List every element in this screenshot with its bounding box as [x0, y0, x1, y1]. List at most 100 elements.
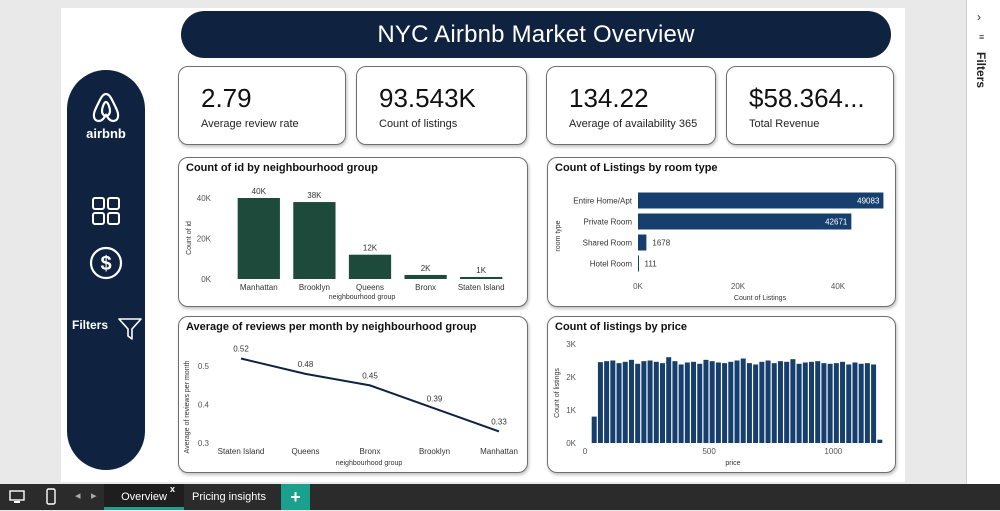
bar: [610, 360, 616, 443]
chart-card-count-by-neighbourhood[interactable]: Count of id by neighbourhood group 0K 20K…: [178, 157, 528, 307]
y-tick-label: 2K: [566, 373, 576, 382]
funnel-filter-icon[interactable]: [117, 316, 143, 347]
data-label: 0.33: [491, 417, 507, 426]
bar: [604, 361, 610, 443]
y-tick-label: 0.4: [198, 401, 210, 410]
close-tab-icon[interactable]: x: [170, 484, 176, 494]
brand-name: airbnb: [86, 126, 126, 141]
bar: [864, 363, 870, 443]
x-tick-label: 0: [583, 447, 588, 456]
data-label: 40K: [252, 187, 267, 196]
bar: [638, 234, 647, 251]
add-page-button[interactable]: +: [281, 484, 310, 510]
svg-text:$: $: [100, 253, 111, 275]
bar: [833, 363, 839, 443]
series-line: [240, 357, 500, 433]
dollar-icon[interactable]: $: [67, 245, 145, 286]
y-tick-label: 1K: [566, 406, 576, 415]
bar: [237, 198, 280, 279]
tab-overview[interactable]: Overview: [104, 484, 184, 510]
chevron-right-icon[interactable]: ›: [977, 10, 981, 24]
x-tick-label: Manhattan: [240, 283, 278, 292]
bar: [728, 361, 734, 443]
kpi-value: 134.22: [569, 83, 649, 113]
bar: [635, 363, 641, 443]
bar: [660, 363, 666, 443]
bar: [638, 192, 884, 209]
kpi-card-listings: 93.543K Count of listings: [356, 66, 527, 145]
kpi-value: 93.543K: [379, 83, 476, 113]
bar: [809, 361, 815, 443]
y-tick-label: Private Room: [584, 218, 633, 227]
x-tick-label: 1000: [824, 447, 842, 456]
page-tab-bar: ◂ ▸ Overview x Pricing insights +: [0, 484, 1000, 510]
bar: [753, 364, 759, 443]
desktop-view-icon[interactable]: [9, 489, 25, 510]
chart-title: Count of Listings by room type: [555, 162, 718, 174]
data-label: 12K: [363, 244, 378, 253]
bar: [641, 361, 647, 443]
data-label: 0.45: [362, 371, 378, 380]
side-filters-label: Filters: [72, 318, 109, 332]
y-tick-label: Hotel Room: [590, 260, 633, 269]
bar: [821, 363, 827, 443]
filters-pane: [966, 0, 1000, 484]
x-axis-title: price: [725, 460, 740, 467]
next-page-icon[interactable]: ▸: [91, 490, 97, 502]
bar: [638, 255, 639, 272]
x-tick-label: Bronx: [415, 283, 436, 292]
data-label: 0.39: [427, 394, 443, 403]
bar: [722, 363, 728, 443]
bar: [697, 363, 703, 443]
data-label: 38K: [307, 191, 322, 200]
bar: [622, 361, 628, 443]
price-histogram: 0K 1K 2K 3K 0 500 1000 price Count of listings: [554, 340, 883, 467]
bar: [348, 254, 392, 279]
kpi-label: Average of availability 365: [569, 118, 698, 130]
x-axis-title: neighbourhood group: [329, 294, 396, 301]
prev-page-icon[interactable]: ◂: [75, 490, 81, 502]
bar: [647, 360, 653, 443]
bar: [460, 276, 503, 279]
mobile-view-icon[interactable]: [45, 488, 57, 511]
data-label: 1K: [476, 266, 486, 275]
kpi-value: $58.364...: [749, 83, 865, 113]
x-tick-label: Queens: [356, 283, 384, 292]
bar: [709, 361, 715, 443]
data-label: 1678: [652, 239, 670, 248]
data-label: 2K: [421, 264, 431, 273]
x-tick-label: 20K: [731, 282, 746, 291]
bar: [715, 362, 721, 443]
tab-label: Overview: [121, 491, 167, 503]
kpi-card-review-rate: 2.79 Average review rate: [178, 66, 346, 145]
grid-icon[interactable]: [67, 195, 145, 232]
dashboard-title: NYC Airbnb Market Overview: [181, 11, 891, 58]
data-label: 42671: [825, 218, 848, 227]
bar: [777, 361, 783, 443]
chart-card-reviews-per-month[interactable]: Average of reviews per month by neighbou…: [178, 316, 528, 473]
bar: [877, 439, 883, 443]
kpi-label: Average review rate: [201, 118, 299, 130]
x-tick-label: Brooklyn: [299, 283, 330, 292]
x-tick-label: Queens: [291, 447, 319, 456]
kpi-card-availability: 134.22 Average of availability 365: [546, 66, 716, 145]
chart-card-listings-by-price[interactable]: Count of listings by price 0K 1K 2K 3K 0 500 1…: [547, 316, 896, 473]
bar: [628, 359, 634, 443]
bar: [672, 361, 678, 443]
y-axis-title: Average of reviews per month: [184, 360, 191, 453]
filters-pane-label[interactable]: Filters: [974, 52, 988, 89]
chart-card-listings-by-room-type[interactable]: Count of Listings by room type Entire Ho…: [547, 157, 896, 307]
bar: [771, 363, 777, 443]
y-tick-label: Entire Home/Apt: [573, 197, 632, 206]
tab-pricing-insights[interactable]: Pricing insights: [186, 484, 272, 510]
bar: [840, 361, 846, 443]
side-navigation: airbnb $: [67, 70, 145, 470]
reviews-line-chart: 0.3 0.4 0.5 0.52 Staten Island 0.48 Queens 0.45…: [184, 345, 518, 467]
bar: [765, 360, 771, 443]
bar: [871, 364, 877, 443]
bar: [638, 213, 852, 230]
x-tick-label: Brooklyn: [419, 447, 450, 456]
bar: [846, 364, 852, 443]
y-tick-label: Shared Room: [583, 239, 633, 248]
bar: [691, 361, 697, 443]
